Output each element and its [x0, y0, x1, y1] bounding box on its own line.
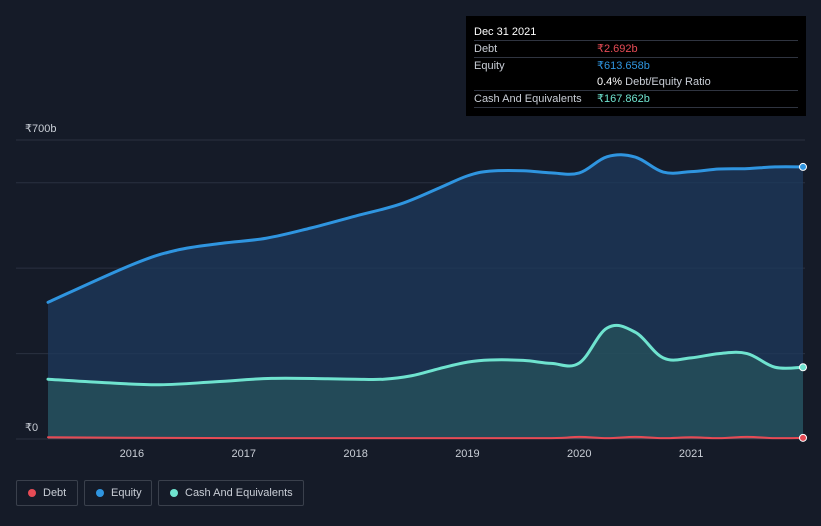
end-point-cash-and-equivalents — [799, 363, 807, 372]
line-debt — [47, 435, 804, 440]
axis-labels: ₹700b ₹0 2016 2017 2018 2019 2020 2021 — [25, 123, 703, 460]
end-markers — [799, 162, 807, 442]
legend-item-cash[interactable]: Cash And Equivalents — [158, 480, 304, 506]
legend-label-cash: Cash And Equivalents — [185, 487, 293, 499]
legend-label-debt: Debt — [43, 487, 67, 499]
tooltip-cash-label: Cash And Equivalents — [474, 93, 582, 105]
x-tick-label-2019: 2019 — [455, 448, 479, 460]
tooltip-row-debt: Debt ₹2.692b — [474, 40, 798, 57]
area-cash-and-equivalents — [48, 325, 803, 439]
tooltip-equity-value: ₹613.658b — [597, 60, 650, 72]
end-point-equity — [799, 162, 807, 171]
y-tick-label-700: ₹700b — [25, 123, 56, 135]
tooltip-row-ratio: 0.4% Debt/Equity Ratio — [474, 74, 798, 90]
legend-dot-equity — [96, 489, 104, 497]
tooltip-date: Dec 31 2021 — [474, 26, 537, 38]
x-tick-label-2020: 2020 — [567, 448, 591, 460]
x-tick-label-2016: 2016 — [120, 448, 144, 460]
tooltip-debt-label: Debt — [474, 43, 498, 55]
tooltip-cash-value: ₹167.862b — [597, 93, 650, 105]
legend-item-debt[interactable]: Debt — [16, 480, 78, 506]
series-areas — [48, 154, 803, 439]
x-tick-label-2018: 2018 — [343, 448, 367, 460]
data-tooltip: Dec 31 2021 Debt ₹2.692b Equity ₹613.658… — [466, 16, 806, 116]
tooltip-ratio-label: Debt/Equity Ratio — [625, 76, 711, 88]
legend-label-equity: Equity — [111, 487, 142, 499]
tooltip-debt-value: ₹2.692b — [597, 43, 638, 55]
tooltip-row-cash: Cash And Equivalents ₹167.862b — [474, 90, 798, 108]
end-point-debt — [799, 433, 807, 442]
tooltip-row-equity: Equity ₹613.658b — [474, 57, 798, 74]
line-equity — [46, 153, 805, 304]
y-tick-label-0: ₹0 — [25, 422, 38, 434]
legend-dot-cash — [170, 489, 178, 497]
tooltip-equity-label: Equity — [474, 60, 505, 72]
tooltip-ratio-value: 0.4% — [597, 76, 623, 88]
line-cash-and-equivalents — [46, 323, 805, 387]
x-tick-label-2017: 2017 — [231, 448, 255, 460]
tooltip-ratio: 0.4% Debt/Equity Ratio — [597, 74, 711, 90]
legend-dot-debt — [28, 489, 36, 497]
legend-item-equity[interactable]: Equity — [84, 480, 152, 506]
series-lines — [46, 153, 805, 440]
x-tick-label-2021: 2021 — [679, 448, 703, 460]
